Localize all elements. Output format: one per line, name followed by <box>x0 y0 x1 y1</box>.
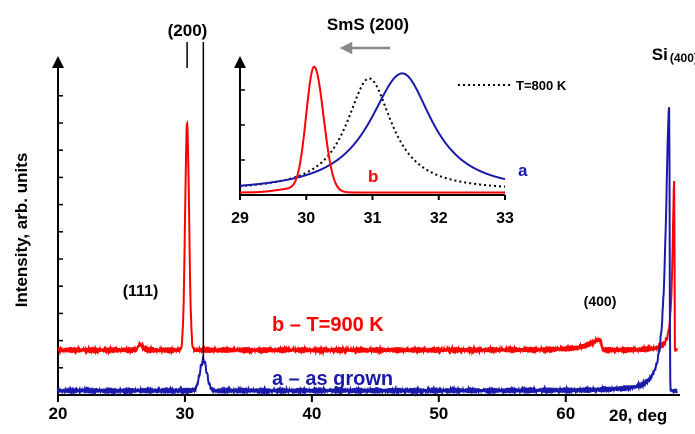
inset-x-tick-label: 33 <box>496 210 514 227</box>
inset-x-tick-label: 30 <box>297 210 315 227</box>
annotation-si: Si (400) <box>652 45 695 65</box>
series-b-label: b – T=900 K <box>272 314 384 336</box>
inset-series-800k <box>239 77 506 188</box>
inset-x-tick-label: 32 <box>430 210 448 227</box>
series-a-line <box>57 107 678 398</box>
inset-x-tick-label: 31 <box>364 210 382 227</box>
inset-x-ticks: 29 30 31 32 33 <box>231 195 514 227</box>
annotation-111: (111) <box>123 283 159 300</box>
inset-label-b: b <box>368 167 378 186</box>
annotation-400: (400) <box>584 293 617 309</box>
x-axis-label: 2θ, deg <box>609 406 667 425</box>
x-tick-label: 40 <box>302 404 321 423</box>
x-ticks: 20 30 40 50 60 <box>49 395 575 423</box>
inset-title: SmS (200) <box>327 15 409 34</box>
inset-label-a: a <box>518 161 528 180</box>
inset-x-tick-label: 29 <box>231 210 249 227</box>
y-axis-label: Intensity, arb. units <box>12 153 31 308</box>
inset-y-ticks <box>240 89 245 161</box>
y-ticks <box>58 95 63 369</box>
series-a-label: a – as grown <box>272 368 393 390</box>
annotation-si-label: Si <box>652 45 668 64</box>
annotation-200: (200) <box>168 21 208 40</box>
series-b-line <box>57 119 678 357</box>
annotation-si-subscript: (400) <box>670 51 695 65</box>
inset-series-b <box>239 65 505 194</box>
inset-chart: 29 30 31 32 33 SmS (200) T=800 K b a <box>231 15 567 227</box>
legend-label-800k: T=800 K <box>516 78 567 93</box>
x-tick-label: 50 <box>429 404 448 423</box>
x-tick-label: 30 <box>175 404 194 423</box>
inset-series-a <box>239 72 506 187</box>
x-tick-label: 60 <box>556 404 575 423</box>
x-tick-label: 20 <box>49 404 68 423</box>
